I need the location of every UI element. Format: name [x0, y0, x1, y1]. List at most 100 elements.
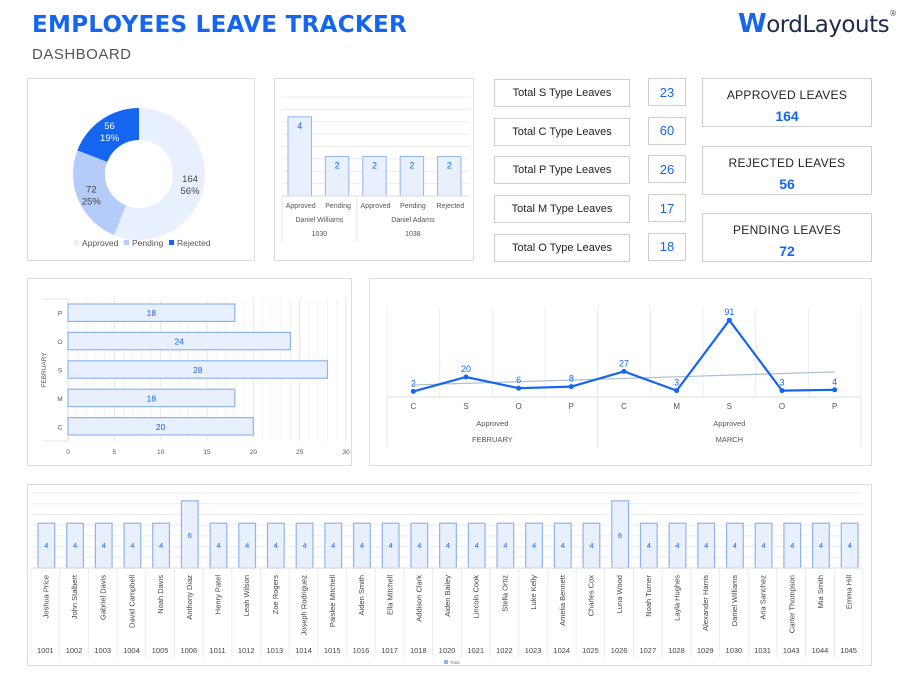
employee-id-label: 1028 [668, 646, 685, 655]
employee-name-label: Addison Clark [414, 575, 423, 622]
category-label: Pending [400, 203, 426, 210]
bar [67, 331, 291, 351]
kpi-value: 164 [775, 108, 799, 124]
data-point [463, 374, 469, 380]
bar-value-label: 4 [245, 541, 249, 550]
bar-value-label: 4 [389, 541, 393, 550]
type-total-value: 17 [648, 194, 686, 223]
type-total-label: Total S Type Leaves [494, 79, 630, 107]
x-tick-label: 20 [250, 449, 258, 456]
legend-swatch [124, 240, 129, 245]
bar-value-label: 4 [647, 541, 651, 550]
category-label: Pending [325, 203, 351, 210]
employee-status-bar-chart: 4 Approved 2 Pending 2 Approved 2 Pending 2 Rejec… [281, 96, 469, 242]
donut-slice-rejected [77, 108, 139, 162]
category-label: M [57, 396, 62, 403]
bar-value-label: 4 [532, 541, 536, 550]
legend-label: Rejected [177, 238, 211, 248]
data-point [832, 387, 838, 393]
x-category-label: S [727, 402, 732, 411]
data-point [621, 368, 627, 374]
type-total-label: Total M Type Leaves [494, 195, 630, 224]
employee-name-label: Joshua Price [41, 575, 50, 618]
bar-value-label: 4 [274, 541, 278, 550]
bar-value-label: 2 [372, 160, 377, 170]
bar-value-label: 4 [360, 541, 364, 550]
employee-id-label: 1044 [812, 646, 829, 655]
kpi-label: REJECTED LEAVES [728, 155, 846, 170]
logo-text: ordLayouts [766, 12, 890, 38]
x-tick-label: 5 [113, 449, 117, 456]
donut-percent-label: 56% [181, 186, 201, 197]
employee-id-label: 1014 [295, 646, 312, 655]
bar-value-label: 4 [762, 541, 766, 550]
legend-swatch [169, 240, 174, 245]
x-tick-label: 25 [296, 449, 304, 456]
legend-label: Pending [132, 238, 163, 248]
employee-id-label: 1006 [180, 646, 197, 655]
type-total-value: 26 [648, 155, 686, 184]
employee-name-label: Layla Hughes [673, 575, 682, 621]
employee-name-label: Luke Kelly [529, 575, 538, 610]
data-point [779, 388, 785, 394]
employee-name-label: Noah Davis [156, 575, 165, 614]
type-total-value: 18 [648, 232, 686, 261]
x-category-label: O [779, 402, 785, 411]
data-line [413, 318, 835, 393]
employee-name-label: Carter Thompson [787, 575, 796, 633]
employee-id-label: 1005 [152, 646, 169, 655]
data-point [726, 317, 732, 323]
bar-value-label: 4 [130, 541, 134, 550]
monthly-approved-line-chart: 2 C 20 S 6 O 8 P 27 C 3 M 91 S 3 O 4 P Approved FEBRUARY App… [386, 307, 862, 447]
employee-name-label: Mia Smith [816, 575, 825, 608]
bar-value-label: 4 [159, 541, 163, 550]
category-label: Approved [286, 203, 316, 210]
point-value-label: 6 [516, 375, 521, 385]
kpi-card-rejected-leaves: REJECTED LEAVES 56 [702, 145, 872, 195]
employee-name-label: Aiden Smith [357, 575, 366, 615]
employee-name-label: Emma Hill [845, 575, 854, 610]
logo-initial: W [738, 9, 767, 39]
employee-name-label: Paislee Mitchell [328, 575, 337, 627]
donut-slice-pending [73, 150, 127, 236]
employee-name-label: Lincoln Cook [472, 575, 481, 619]
employee-totals-bar-panel: 4 Joshua Price 1001 4 John Stalbert 1002 4 Gabr… [27, 484, 872, 666]
kpi-label: PENDING LEAVES [732, 223, 841, 237]
category-label: O [57, 339, 62, 346]
point-value-label: 3 [779, 378, 784, 388]
bar-value-label: 6 [618, 531, 622, 540]
employee-id-label: 1004 [123, 646, 140, 655]
employee-name-label: Stella Ortiz [500, 575, 509, 612]
status-group-label: Approved [713, 419, 745, 428]
employee-name-label: Henry Patel [213, 575, 222, 615]
month-group-label: MARCH [716, 435, 744, 444]
employee-id-label: 1027 [639, 646, 656, 655]
donut-chart-panel: 164 56% 72 25% 56 19% Approved Pending Rejected [27, 78, 255, 261]
employee-id-label: 1003 [94, 646, 111, 655]
employee-id-label: 1045 [840, 646, 857, 655]
donut-value-label: 56 [104, 121, 115, 132]
status-group-label: Approved [476, 419, 508, 428]
bar-value-label: 4 [733, 541, 737, 550]
bar-value-label: 4 [417, 541, 421, 550]
legend-label: Total [450, 660, 460, 665]
employee-status-bar-panel: 4 Approved 2 Pending 2 Approved 2 Pending 2 Rejec… [274, 78, 474, 261]
legend-label: Approved [82, 238, 119, 248]
employee-id-label: 1020 [439, 646, 456, 655]
bar-value-label: 6 [188, 531, 192, 540]
point-value-label: 8 [569, 374, 574, 384]
legend-swatch [444, 660, 448, 664]
employee-name-label: Luna Wood [615, 575, 624, 613]
bar-value-label: 2 [409, 160, 414, 170]
x-tick-label: 15 [203, 449, 211, 456]
donut-value-label: 72 [86, 185, 97, 196]
employee-id-label: 1001 [37, 646, 54, 655]
point-value-label: 3 [674, 378, 679, 388]
employee-name-label: Daniel Williams [730, 575, 739, 627]
bar [67, 388, 236, 408]
employee-id-label: 1017 [381, 646, 398, 655]
category-label: P [58, 311, 62, 318]
employee-name-label: David Campbell [127, 575, 136, 628]
bar-value-label: 4 [44, 541, 48, 550]
x-category-label: P [569, 402, 574, 411]
